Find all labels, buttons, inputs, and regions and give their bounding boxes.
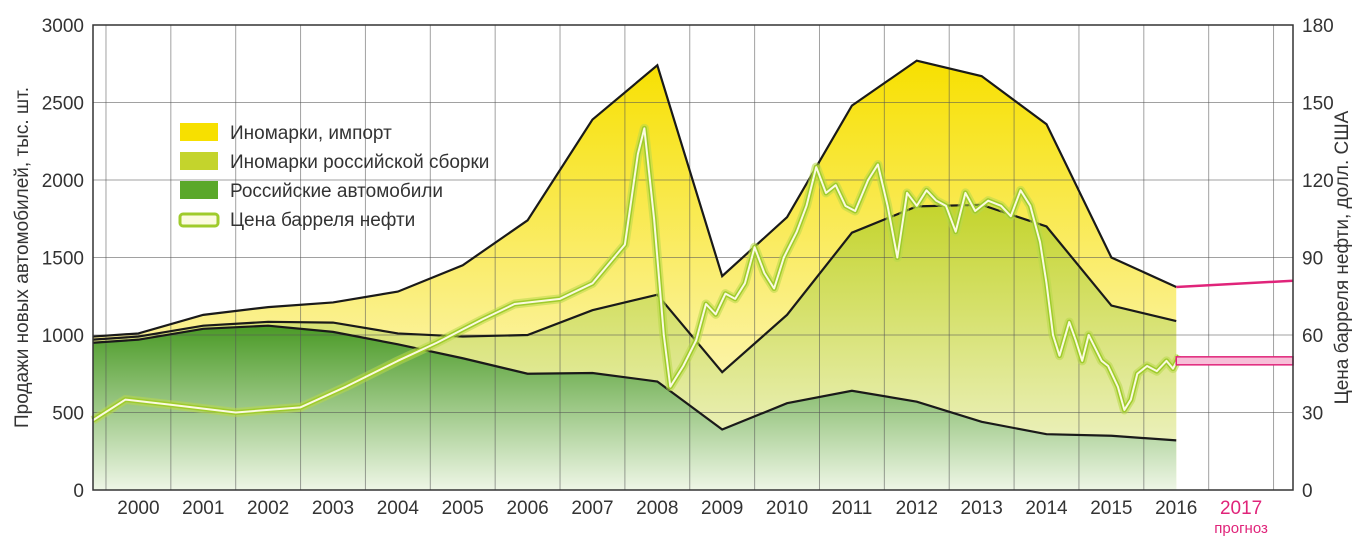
x-tick-label: 2005 (442, 498, 484, 519)
y-tick-label: 2000 (42, 171, 84, 192)
y2-tick-label: 30 (1302, 404, 1323, 425)
x-tick-label-forecast: 2017 (1220, 498, 1262, 519)
legend-swatch-0 (180, 123, 218, 141)
forecast-label: прогноз (1214, 520, 1268, 537)
y-tick-label: 3000 (42, 16, 84, 37)
outline-layer (92, 59, 1177, 442)
axes-layer: 0 500 1000 1500 2000 2500 3000 0 30 60 90 120 150 180… (12, 16, 1353, 537)
plot-frame (92, 24, 1294, 491)
x-tick-label: 2003 (312, 498, 354, 519)
y-tick-label: 0 (73, 481, 84, 502)
y2-tick-label: 180 (1302, 16, 1334, 37)
y2-tick-label: 120 (1302, 171, 1334, 192)
legend-swatch-oil (178, 212, 220, 228)
x-tick-label: 2009 (701, 498, 743, 519)
y2-axis-title: Цена барреля нефти, долл. США (1332, 110, 1353, 404)
y-tick-label: 1500 (42, 249, 84, 270)
x-tick-label: 2010 (766, 498, 808, 519)
x-tick-label: 2015 (1090, 498, 1132, 519)
x-tick-label: 2016 (1155, 498, 1197, 519)
legend-swatch-1 (180, 152, 218, 170)
x-tick-label: 2007 (571, 498, 613, 519)
x-tick-label: 2004 (377, 498, 420, 519)
x-tick-label: 2000 (117, 498, 159, 519)
x-tick-label: 2011 (831, 498, 872, 519)
legend-label: Иномарки, импорт (230, 123, 392, 144)
x-tick-label: 2014 (1025, 498, 1068, 519)
x-tick-label: 2006 (506, 498, 548, 519)
x-tick-label: 2008 (636, 498, 678, 519)
legend-label: Цена барреля нефти (230, 210, 415, 231)
legend-label: Российские автомобили (230, 181, 443, 202)
area-russian-cars (93, 325, 1177, 490)
y-tick-label: 1000 (42, 326, 84, 347)
series-outline-0 (92, 324, 1177, 442)
series-outline-1 (92, 203, 1177, 374)
legend-swatch-2 (180, 181, 218, 199)
legend: Иномарки, импорт Иномарки российской сбор… (178, 123, 489, 231)
y2-tick-label: 90 (1302, 249, 1323, 270)
oil-price-highlight (92, 127, 1181, 422)
x-tick-label: 2013 (961, 498, 1003, 519)
y-tick-label: 2500 (42, 94, 84, 115)
y2-tick-label: 150 (1302, 94, 1334, 115)
forecast-sales-line (1176, 279, 1294, 289)
legend-label: Иномарки российской сборки (230, 152, 489, 173)
y-axis-title: Продажи новых автомобилей, тыс. шт. (12, 87, 33, 428)
series-outline-2 (92, 59, 1177, 338)
forecast-oil-band (1175, 356, 1294, 366)
x-tick-label: 2012 (896, 498, 938, 519)
oil-price-layer (90, 123, 1184, 425)
y2-tick-label: 0 (1302, 481, 1313, 502)
x-tick-label: 2002 (247, 498, 289, 519)
y2-tick-label: 60 (1302, 326, 1323, 347)
x-tick-label: 2001 (182, 498, 224, 519)
y-tick-label: 500 (52, 404, 84, 425)
